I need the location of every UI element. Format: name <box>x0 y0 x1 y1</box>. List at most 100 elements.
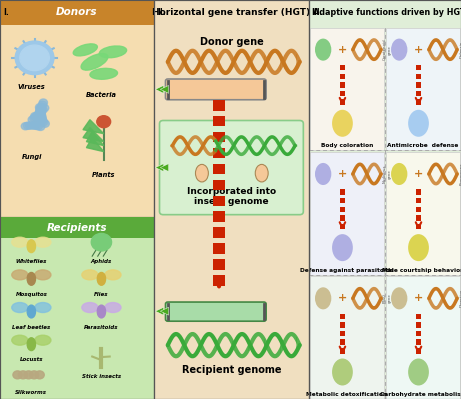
Ellipse shape <box>391 163 408 185</box>
Ellipse shape <box>90 68 118 79</box>
Text: Donor gene: Donor gene <box>200 37 263 47</box>
FancyBboxPatch shape <box>0 0 154 25</box>
Bar <box>340 198 345 203</box>
Circle shape <box>36 123 45 130</box>
Ellipse shape <box>97 273 106 285</box>
Text: Carotenoid
gene: Carotenoid gene <box>383 39 392 60</box>
Bar <box>416 82 421 88</box>
Circle shape <box>38 103 46 110</box>
Circle shape <box>32 122 41 129</box>
Bar <box>340 340 345 345</box>
Text: Digestive
gene: Digestive gene <box>459 289 461 308</box>
Ellipse shape <box>35 237 51 247</box>
Text: Locusts: Locusts <box>20 358 43 362</box>
Text: +: + <box>338 293 347 303</box>
Ellipse shape <box>97 305 106 318</box>
Bar <box>340 82 345 88</box>
Text: Pheromone
gene: Pheromone gene <box>459 163 461 185</box>
Circle shape <box>36 105 44 113</box>
Ellipse shape <box>12 270 28 280</box>
FancyBboxPatch shape <box>0 217 154 399</box>
Circle shape <box>39 99 47 106</box>
Text: Antimicrobe  defense: Antimicrobe defense <box>387 143 459 148</box>
Text: Stick insects: Stick insects <box>82 374 121 379</box>
Bar <box>213 100 225 111</box>
Bar <box>213 116 225 126</box>
Ellipse shape <box>195 164 208 182</box>
Circle shape <box>38 116 47 123</box>
Bar <box>416 331 421 336</box>
Bar <box>340 190 345 195</box>
Bar <box>340 348 345 354</box>
Circle shape <box>36 116 45 123</box>
Text: Defense against parasitoids: Defense against parasitoids <box>300 268 394 273</box>
Ellipse shape <box>408 110 429 137</box>
Polygon shape <box>155 85 164 93</box>
Polygon shape <box>87 132 104 146</box>
Text: I.: I. <box>3 8 9 17</box>
Circle shape <box>18 371 28 379</box>
Circle shape <box>24 122 32 129</box>
Polygon shape <box>155 307 164 315</box>
Text: Leaf beetles: Leaf beetles <box>12 325 50 330</box>
Ellipse shape <box>315 287 331 309</box>
Text: +: + <box>414 293 423 303</box>
Ellipse shape <box>255 164 268 182</box>
Bar <box>416 73 421 79</box>
FancyBboxPatch shape <box>309 0 461 399</box>
Bar <box>416 340 421 345</box>
Ellipse shape <box>12 237 28 247</box>
Bar <box>416 207 421 212</box>
Polygon shape <box>83 128 104 142</box>
Text: Parasitoids: Parasitoids <box>84 325 118 330</box>
Text: Horizontal gene transfer (HGT): Horizontal gene transfer (HGT) <box>152 8 311 17</box>
Text: Mosquitos: Mosquitos <box>15 292 47 297</box>
Bar <box>416 215 421 221</box>
Text: +: + <box>414 169 423 179</box>
Circle shape <box>37 108 45 115</box>
Circle shape <box>21 122 30 130</box>
Circle shape <box>35 104 44 111</box>
Circle shape <box>97 116 111 128</box>
Bar <box>213 259 225 270</box>
Circle shape <box>24 371 33 379</box>
Circle shape <box>91 233 112 251</box>
FancyBboxPatch shape <box>386 276 460 399</box>
Text: Fungi: Fungi <box>22 154 42 160</box>
Bar <box>416 198 421 203</box>
Polygon shape <box>160 85 169 93</box>
Ellipse shape <box>315 39 331 61</box>
Bar <box>213 132 225 142</box>
Circle shape <box>40 119 48 126</box>
FancyBboxPatch shape <box>165 302 266 321</box>
FancyBboxPatch shape <box>310 28 384 150</box>
Text: Adaptive functions driven by HGT: Adaptive functions driven by HGT <box>313 8 461 17</box>
Polygon shape <box>160 307 169 315</box>
Circle shape <box>33 112 41 119</box>
Text: Whiteflies: Whiteflies <box>16 259 47 265</box>
Ellipse shape <box>315 163 331 185</box>
Ellipse shape <box>332 110 353 137</box>
Text: Donors: Donors <box>56 7 98 18</box>
Circle shape <box>30 122 38 129</box>
Ellipse shape <box>27 240 35 253</box>
Circle shape <box>39 107 47 114</box>
Circle shape <box>35 109 43 116</box>
Bar <box>340 215 345 221</box>
Circle shape <box>26 122 34 129</box>
Bar <box>340 322 345 328</box>
Bar <box>213 275 225 286</box>
Circle shape <box>28 116 36 123</box>
Circle shape <box>34 122 42 130</box>
Text: Aphids: Aphids <box>91 259 112 265</box>
Circle shape <box>35 115 43 122</box>
Bar <box>416 99 421 105</box>
Ellipse shape <box>105 302 121 312</box>
Ellipse shape <box>73 44 97 56</box>
FancyBboxPatch shape <box>0 0 154 217</box>
Text: Viruses: Viruses <box>17 84 45 90</box>
Circle shape <box>34 114 42 121</box>
Ellipse shape <box>105 270 121 280</box>
Bar <box>340 224 345 229</box>
Ellipse shape <box>27 338 35 351</box>
